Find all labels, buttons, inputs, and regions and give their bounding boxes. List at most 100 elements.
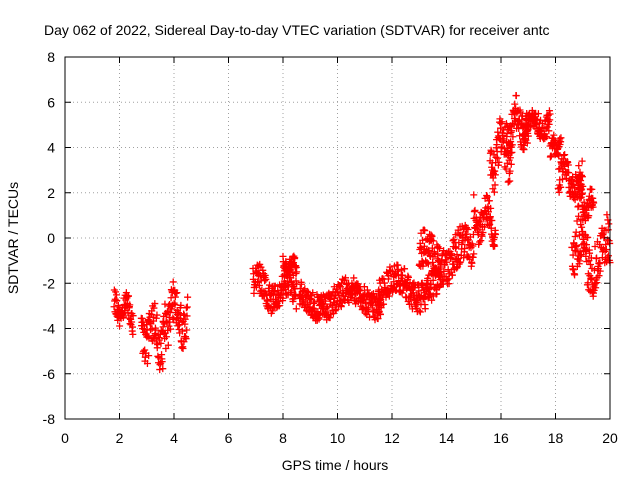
data-point [178, 344, 186, 352]
data-point [269, 307, 277, 315]
data-point [489, 185, 497, 193]
y-tick-label: -8 [43, 411, 56, 427]
data-point [300, 297, 308, 305]
data-point [478, 232, 486, 240]
x-tick-label: 10 [330, 430, 346, 446]
data-point [585, 212, 593, 220]
data-point [492, 153, 500, 161]
data-point [604, 226, 612, 234]
data-point [279, 294, 287, 302]
x-tick-label: 0 [61, 430, 69, 446]
data-point [159, 365, 167, 373]
data-point [560, 151, 568, 159]
data-point [331, 307, 339, 315]
axis-ticks: 0 2 4 6 8 10 12 14 16 18 20 -8 -6 -4 -2 0 2 4 6 8 [43, 49, 618, 446]
data-point [335, 291, 343, 299]
data-point [515, 116, 523, 124]
data-point [297, 280, 305, 288]
x-tick-label: 6 [225, 430, 233, 446]
data-point [428, 296, 436, 304]
data-point [350, 274, 358, 282]
data-point [592, 284, 600, 292]
data-point [485, 197, 493, 205]
data-point [452, 243, 460, 251]
x-tick-label: 2 [116, 430, 124, 446]
data-point [591, 243, 599, 251]
data-point [174, 309, 182, 317]
data-point [546, 116, 554, 124]
data-point [483, 193, 491, 201]
data-point [575, 202, 583, 210]
data-point [356, 287, 364, 295]
data-point [599, 231, 607, 239]
y-tick-label: 0 [47, 230, 55, 246]
data-point [158, 358, 166, 366]
data-point [493, 141, 501, 149]
data-point [128, 318, 136, 326]
data-point [326, 314, 334, 322]
data-point [376, 310, 384, 318]
data-point [433, 290, 441, 298]
data-point [503, 130, 511, 138]
data-point [385, 272, 393, 280]
y-axis-label: SDTVAR / TECUs [5, 182, 21, 294]
data-point [578, 157, 586, 165]
data-point [588, 185, 596, 193]
data-point [515, 125, 523, 133]
data-point [511, 100, 519, 108]
data-point [151, 300, 159, 308]
data-point [401, 265, 409, 273]
x-tick-label: 20 [602, 430, 618, 446]
grid [65, 57, 610, 419]
data-point [569, 251, 577, 259]
data-point [179, 344, 187, 352]
data-point [571, 233, 579, 241]
data-point [545, 127, 553, 135]
data-point [428, 244, 436, 252]
data-point [116, 322, 124, 330]
data-point [516, 108, 524, 116]
data-point [292, 305, 300, 313]
data-point [293, 268, 301, 276]
data-point [490, 188, 498, 196]
data-point [166, 325, 174, 333]
data-point [428, 232, 436, 240]
y-tick-label: 8 [47, 49, 55, 65]
data-point [471, 206, 479, 214]
data-point [143, 360, 151, 368]
data-point [436, 245, 444, 253]
data-point [255, 281, 263, 289]
data-point [141, 346, 149, 354]
data-point [129, 330, 137, 338]
y-tick-label: 4 [47, 140, 55, 156]
data-point [559, 175, 567, 183]
data-point [583, 241, 590, 249]
data-point [571, 271, 579, 279]
data-point [569, 266, 577, 274]
data-point [604, 252, 612, 260]
data-point [337, 283, 345, 291]
data-point [145, 352, 153, 360]
data-point [437, 263, 445, 271]
data-point [595, 272, 603, 280]
data-point [154, 341, 162, 349]
data-point [172, 289, 180, 297]
data-point [173, 289, 181, 297]
data-point [470, 250, 478, 258]
data-point [421, 305, 429, 313]
x-tick-label: 16 [493, 430, 509, 446]
data-point [572, 228, 580, 236]
data-point [291, 254, 299, 262]
data-point [524, 132, 532, 140]
y-tick-label: 2 [47, 185, 55, 201]
data-point [576, 194, 584, 202]
data-point [184, 293, 192, 301]
data-point [590, 199, 598, 207]
data-point [533, 115, 541, 123]
data-point [502, 165, 510, 173]
data-point [506, 177, 514, 185]
data-point [374, 315, 382, 323]
data-point [564, 161, 572, 169]
data-point [461, 244, 469, 252]
